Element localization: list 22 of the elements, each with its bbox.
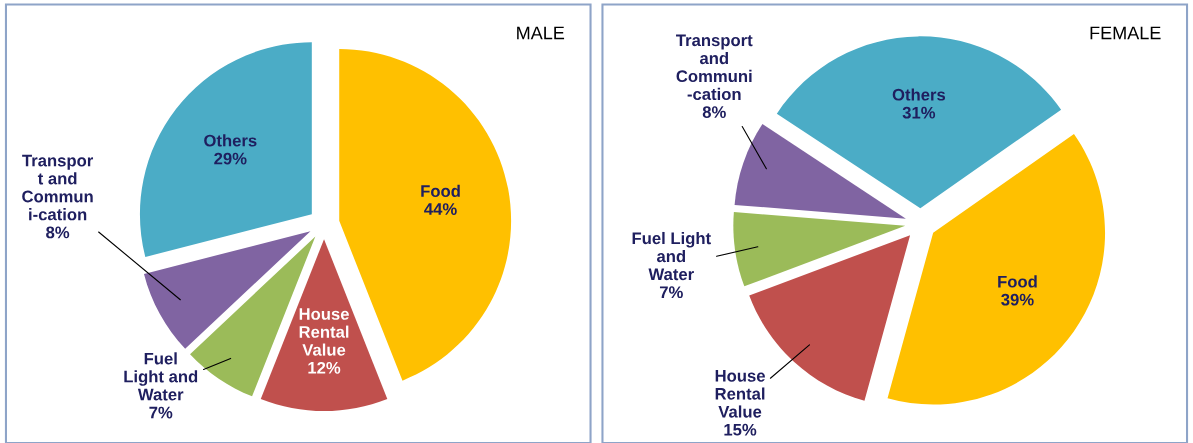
data-label: 12% [308, 361, 341, 374]
data-label: 8% [46, 226, 70, 239]
slice-label: Fuel Light and Water [632, 231, 711, 281]
slice-label: House Rental Value [715, 370, 765, 418]
data-label: 29% [214, 152, 247, 165]
slice-label: Fuel Light and Water [124, 352, 198, 401]
data-label: 31% [902, 106, 936, 119]
slice-label: Transport and Communi -cation [676, 34, 753, 101]
data-label: 15% [724, 423, 757, 436]
slice-label: Others [204, 134, 257, 147]
chart-title: MALE [517, 26, 565, 40]
slice-label: Others [892, 88, 946, 101]
data-label: 39% [1001, 293, 1034, 306]
slice-label: Transpor t and Commun i-cation [22, 154, 94, 221]
data-label: 7% [659, 286, 683, 299]
data-label: 44% [424, 203, 457, 215]
slice-label: Food [421, 184, 460, 197]
data-label: 7% [149, 406, 173, 419]
slice-label: House Rental Value [299, 308, 349, 356]
slice-label: Food [998, 275, 1037, 288]
chart-title: FEMALE [1090, 26, 1161, 40]
data-label: 8% [702, 106, 726, 118]
